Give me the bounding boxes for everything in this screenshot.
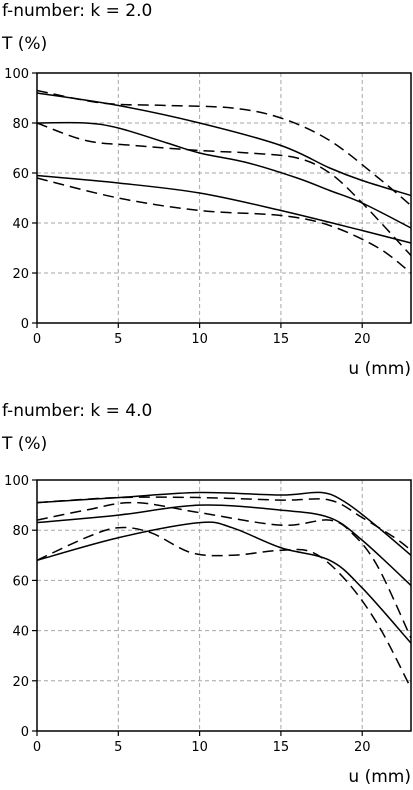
- x-tick-label: 5: [114, 332, 122, 347]
- line-chart-k2: 0 5 10 15 20 0 20 40 60 80 100 u (mm): [4, 67, 412, 379]
- y-tick-label: 40: [12, 625, 29, 640]
- y-axis-label: T (%): [2, 434, 48, 454]
- series-line-4-dashed: [36, 122, 412, 257]
- series-line-1-solid: [36, 92, 412, 197]
- y-tick-label: 80: [12, 524, 29, 539]
- x-tick-label: 15: [273, 332, 290, 347]
- series-line-2-dashed: [36, 89, 412, 207]
- series-line-3-solid: [36, 504, 412, 586]
- series-line-6-dashed: [36, 526, 412, 689]
- chart-panel-k2: f-number: k = 2.0 T (%) 0 5 10 15 20 0 20 40 60 8…: [0, 0, 413, 390]
- y-tick-label: 20: [12, 675, 29, 690]
- line-chart-k4: 0 5 10 15 20 0 20 40 60 80 100 u (mm): [4, 474, 412, 787]
- y-tick-label: 0: [21, 317, 29, 332]
- y-tick-label: 100: [4, 474, 29, 489]
- x-tick-label: 10: [191, 740, 208, 755]
- series-line-4-dashed: [36, 501, 412, 639]
- x-tick-label: 5: [114, 740, 122, 755]
- plot-frame: [36, 479, 412, 732]
- x-axis-label: u (mm): [348, 767, 411, 787]
- x-tick-label: 15: [273, 740, 290, 755]
- series-line-2-dashed: [36, 496, 412, 551]
- series-line-1-solid: [36, 491, 412, 556]
- y-tick-label: 60: [12, 574, 29, 589]
- y-tick-label: 100: [4, 67, 29, 82]
- x-tick-label: 20: [354, 740, 371, 755]
- series-line-5-solid: [36, 521, 412, 644]
- y-tick-label: 20: [12, 267, 29, 282]
- y-axis-label: T (%): [2, 34, 48, 54]
- series-line-3-solid: [36, 121, 412, 229]
- y-tick-label: 60: [12, 167, 29, 182]
- x-tick-label: 20: [354, 332, 371, 347]
- y-tick-label: 80: [12, 117, 29, 132]
- y-tick-label: 0: [21, 725, 29, 740]
- x-tick-label: 0: [33, 332, 41, 347]
- chart-panel-k4: f-number: k = 4.0 T (%) 0 5 10 15 20 0 20 40 60 8…: [0, 400, 413, 787]
- chart-title: f-number: k = 4.0: [2, 401, 153, 421]
- x-tick-label: 0: [33, 740, 41, 755]
- series-line-6-dashed: [36, 177, 412, 274]
- chart-title: f-number: k = 2.0: [2, 1, 153, 21]
- x-axis-label: u (mm): [348, 359, 411, 379]
- plot-frame: [36, 72, 412, 324]
- series-line-5-solid: [36, 174, 412, 244]
- x-tick-label: 10: [191, 332, 208, 347]
- y-tick-label: 40: [12, 217, 29, 232]
